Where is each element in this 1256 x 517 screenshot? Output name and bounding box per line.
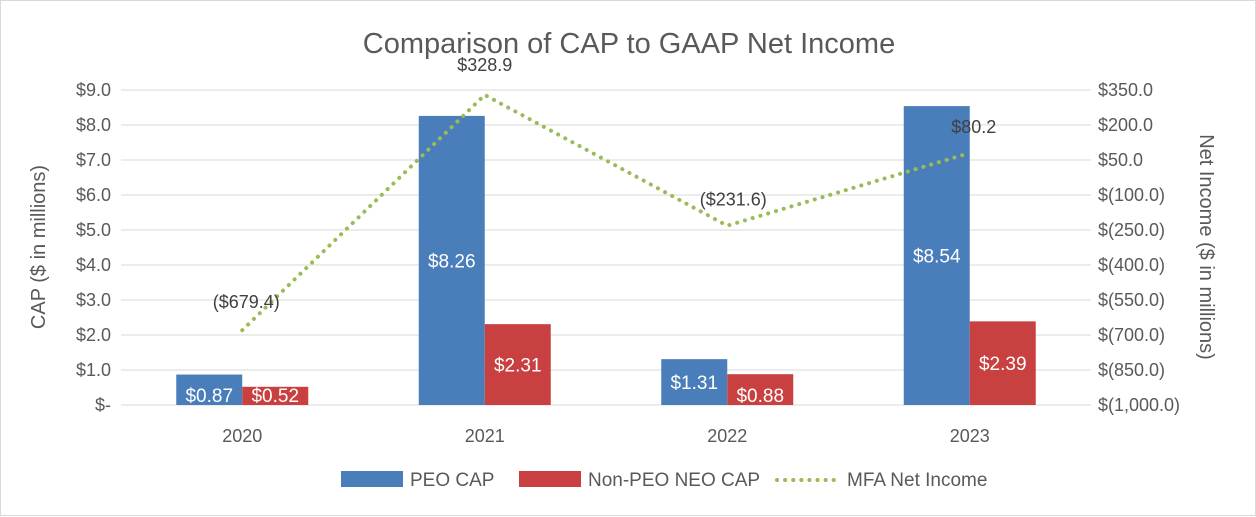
net-income-data-label: ($679.4): [213, 292, 280, 312]
left-tick-label: $2.0: [76, 325, 111, 345]
bar-data-label: $2.39: [979, 354, 1027, 375]
net-income-data-label: $328.9: [457, 55, 512, 75]
legend-label-mfa-net-income: MFA Net Income: [847, 470, 987, 491]
right-tick-label: $(250.0): [1098, 220, 1165, 240]
bar-data-label: $8.26: [428, 251, 476, 272]
bar-0-2022: [661, 359, 728, 405]
bar-1-2020: [242, 386, 309, 405]
category-label: 2023: [950, 426, 990, 446]
right-tick-label: $50.0: [1098, 150, 1143, 170]
bar-data-label: $0.88: [736, 386, 784, 407]
bar-data-label: $2.31: [494, 356, 542, 377]
right-tick-label: $(400.0): [1098, 255, 1165, 275]
bar-0-2023: [903, 106, 970, 405]
legend-swatch-non-peo-neo-cap: [519, 471, 581, 487]
legend-label-non-peo-neo-cap: Non-PEO NEO CAP: [588, 470, 760, 491]
right-tick-label: $(100.0): [1098, 185, 1165, 205]
right-tick-label: $(850.0): [1098, 360, 1165, 380]
legend-swatch-peo-cap: [341, 471, 403, 487]
right-tick-label: $(550.0): [1098, 290, 1165, 310]
right-tick-label: $(1,000.0): [1098, 395, 1180, 415]
right-tick-label: $200.0: [1098, 115, 1153, 135]
left-tick-label: $-: [95, 395, 111, 415]
left-tick-label: $4.0: [76, 255, 111, 275]
bar-1-2022: [727, 374, 794, 405]
left-axis-title: CAP ($ in millions): [28, 165, 50, 329]
gridlines: [121, 89, 1091, 406]
left-axis-ticks: $- $1.0 $2.0 $3.0 $4.0 $5.0 $6.0 $7.0 $8.0 $9.0: [76, 80, 111, 415]
left-tick-label: $8.0: [76, 115, 111, 135]
bar-0-2020: [176, 374, 243, 405]
left-tick-label: $9.0: [76, 80, 111, 100]
bar-data-label: $0.52: [251, 386, 299, 407]
bar-0-2021: [418, 115, 485, 406]
chart-title: Comparison of CAP to GAAP Net Income: [363, 28, 895, 60]
bar-data-label: $8.54: [913, 247, 961, 268]
left-tick-label: $7.0: [76, 150, 111, 170]
bar-1-2023: [969, 321, 1036, 405]
net-income-line: ($679.4) $328.9 ($231.6) $80.2: [213, 55, 996, 333]
right-axis-ticks: $(1,000.0) $(850.0) $(700.0) $(550.0) $(400.…: [1098, 80, 1180, 415]
category-label: 2020: [222, 426, 262, 446]
right-tick-label: $(700.0): [1098, 325, 1165, 345]
bars: $0.87 $8.26 $1.31 $8.54 $0.52 $2.31 $0.88 $2.39: [176, 106, 1036, 407]
right-tick-label: $350.0: [1098, 80, 1153, 100]
left-tick-label: $1.0: [76, 360, 111, 380]
left-tick-label: $3.0: [76, 290, 111, 310]
net-income-line-path: [240, 92, 972, 333]
net-income-data-label: $80.2: [951, 117, 996, 137]
left-tick-label: $5.0: [76, 220, 111, 240]
net-income-data-label: ($231.6): [700, 190, 767, 210]
category-label: 2022: [707, 426, 747, 446]
bar-data-label: $1.31: [670, 373, 718, 394]
right-axis-title: Net Income ($ in millions): [1195, 134, 1217, 360]
bar-data-label: $0.87: [185, 386, 233, 407]
left-tick-label: $6.0: [76, 185, 111, 205]
category-label: 2021: [465, 426, 505, 446]
category-labels: 2020 2021 2022 2023: [222, 426, 990, 446]
bar-1-2021: [484, 324, 551, 405]
legend: PEO CAP Non-PEO NEO CAP MFA Net Income: [341, 470, 987, 491]
legend-label-peo-cap: PEO CAP: [410, 470, 494, 491]
